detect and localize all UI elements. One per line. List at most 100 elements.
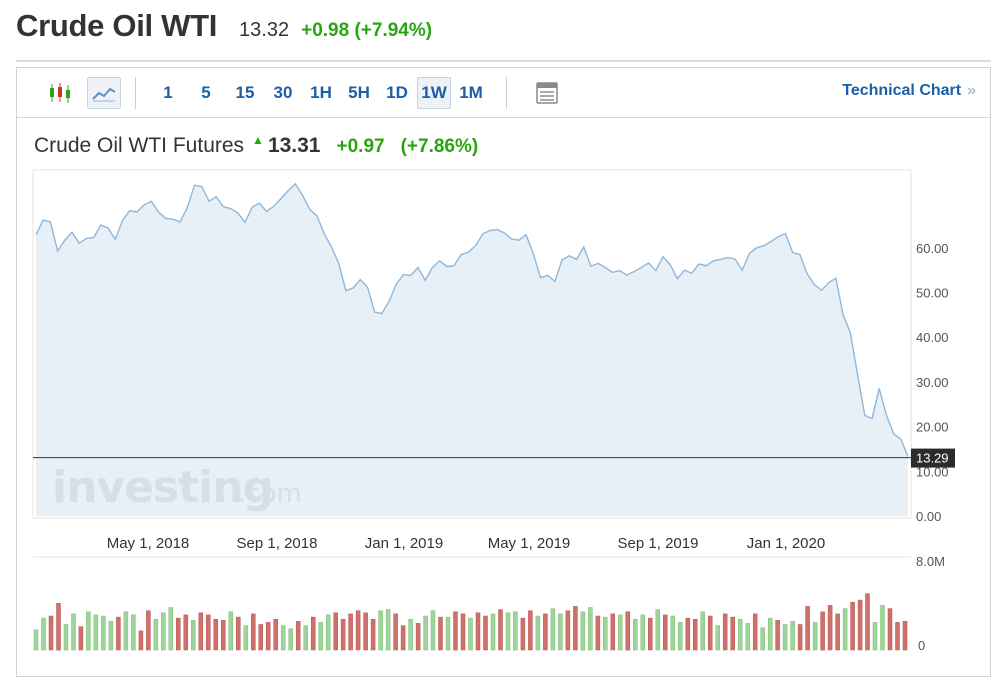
volume-bar (483, 615, 488, 651)
volume-bar (595, 615, 601, 651)
volume-bar (41, 617, 46, 651)
volume-bar (573, 606, 578, 651)
volume-bar (288, 628, 293, 651)
volume-bar (760, 627, 765, 651)
interval-button-1[interactable]: 1 (163, 83, 173, 102)
volume-bar (775, 620, 780, 651)
chart-percent-change: (+7.86%) (400, 136, 479, 157)
volume-bar (640, 614, 646, 651)
volume-bar (333, 612, 338, 651)
volume-bar (715, 625, 720, 651)
volume-bar (580, 611, 586, 651)
y-tick-label: 40.00 (916, 330, 949, 345)
interval-button-15[interactable]: 15 (235, 83, 255, 102)
volume-bar (183, 614, 189, 651)
table-view-icon[interactable] (530, 77, 564, 109)
interval-button-30[interactable]: 30 (273, 83, 293, 102)
chart-heading: Crude Oil WTI Futures ▲ 13.31 +0.97 (+7.… (34, 133, 479, 158)
interval-button-5h[interactable]: 5H (348, 83, 370, 102)
volume-bar (363, 612, 368, 651)
volume-bar (168, 607, 174, 651)
volume-bar (648, 617, 653, 651)
chart-price-change: +0.97 (336, 136, 385, 157)
price-change: +0.98 (+7.94%) (301, 20, 433, 41)
volume-bar (453, 611, 458, 651)
volume-bar (625, 611, 631, 651)
volume-bar (550, 608, 556, 651)
y-tick-label: 20.00 (916, 420, 949, 435)
x-tick-label: Jan 1, 2020 (747, 535, 825, 552)
volume-bar (827, 605, 833, 651)
volume-bar (86, 611, 91, 651)
volume-bar (213, 618, 219, 651)
volume-bar (348, 613, 353, 651)
last-price: 13.32 (239, 19, 290, 41)
volume-bar (850, 601, 855, 651)
volume-bar (468, 617, 473, 651)
volume-bar (310, 616, 316, 651)
toolbar-divider (135, 77, 136, 109)
volume-bar (273, 618, 278, 651)
volume-bar (295, 621, 301, 651)
volume-bar (340, 618, 346, 651)
interval-button-1m[interactable]: 1M (459, 83, 483, 102)
volume-bar (902, 621, 908, 651)
candlestick-icon[interactable] (37, 77, 83, 109)
volume-bar (161, 612, 166, 651)
volume-bar (603, 616, 608, 651)
interval-button-1w[interactable]: 1W (417, 77, 451, 109)
volume-bar (71, 613, 76, 651)
volume-bar (475, 612, 481, 651)
interval-button-1h[interactable]: 1H (310, 83, 332, 102)
volume-bar (588, 607, 593, 651)
volume-bar (325, 614, 331, 651)
volume-bar (236, 616, 241, 651)
volume-y-tick-label: 0 (918, 638, 925, 653)
volume-bar (318, 622, 323, 651)
volume-bar (865, 593, 870, 651)
volume-bar (820, 611, 825, 651)
volume-bar (737, 618, 743, 651)
chart-instrument-name: Crude Oil WTI Futures (34, 134, 245, 157)
volume-bar (505, 612, 511, 651)
technical-chart-link[interactable]: Technical Chart » (842, 82, 976, 100)
volume-bar (265, 622, 271, 651)
volume-bar (423, 615, 428, 651)
volume-bar (400, 625, 406, 651)
volume-bar (153, 618, 159, 651)
volume-bar (663, 614, 668, 651)
quote-header: Crude Oil WTI 13.32 +0.98 (+7.94%) (16, 8, 432, 44)
last-price-label: 13.29 (916, 451, 949, 466)
volume-bar (303, 625, 308, 651)
area-chart-icon[interactable] (87, 77, 121, 109)
volume-bar (228, 611, 234, 651)
volume-bar (206, 614, 211, 651)
volume-bar (280, 625, 286, 651)
volume-bar (857, 599, 863, 651)
volume-bar (191, 620, 196, 651)
volume-bar (33, 629, 39, 651)
volume-bar (565, 610, 571, 651)
volume-bar (872, 622, 878, 651)
volume-bar (78, 626, 84, 651)
volume-bar (528, 610, 533, 651)
x-tick-label: Jan 1, 2019 (365, 535, 443, 552)
y-tick-label: 30.00 (916, 375, 949, 390)
volume-bar (535, 615, 541, 651)
interval-button-5[interactable]: 5 (201, 83, 211, 102)
interval-button-1d[interactable]: 1D (386, 83, 408, 102)
volume-bar (251, 613, 256, 651)
volume-bar (108, 621, 114, 651)
volume-bar (93, 614, 99, 651)
volume-bar (513, 611, 518, 651)
volume-bar (707, 615, 713, 651)
toolbar-divider (506, 77, 507, 109)
x-tick-label: Sep 1, 2018 (237, 535, 318, 552)
volume-bar (812, 622, 818, 651)
volume-bar (176, 617, 181, 651)
volume-bar (63, 624, 69, 651)
volume-bar (790, 621, 795, 651)
volume-bar (123, 611, 129, 651)
volume-bar (520, 617, 526, 651)
